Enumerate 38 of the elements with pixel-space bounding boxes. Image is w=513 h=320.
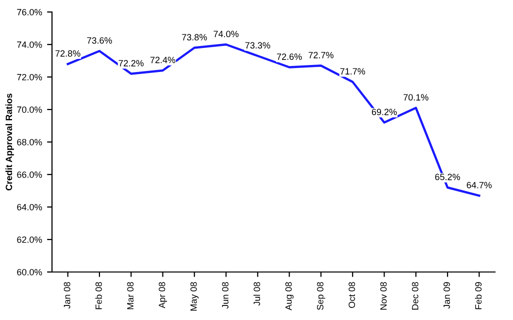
x-tick-label: Jun 08	[222, 282, 228, 309]
data-label: 70.1%	[404, 94, 428, 101]
y-tick-label: 62.0%	[17, 236, 42, 243]
x-tick-label: Dec 08	[412, 282, 418, 310]
x-tick-label: Feb 08	[95, 282, 102, 310]
data-label: 72.8%	[55, 50, 80, 57]
y-tick-label: 74.0%	[17, 41, 42, 48]
data-label: 74.0%	[214, 30, 239, 38]
y-tick-label: 72.0%	[17, 74, 42, 80]
y-axis-title: Credit Approval Ratios	[5, 94, 14, 190]
y-tick-label: 66.0%	[17, 171, 42, 178]
data-label: 73.6%	[87, 37, 112, 44]
data-label: 72.4%	[150, 56, 176, 64]
y-tick-label: 70.0%	[17, 106, 42, 113]
y-tick-label: 76.0%	[17, 8, 42, 16]
y-tick-label: 64.0%	[17, 204, 42, 210]
data-label: 65.2%	[435, 174, 460, 180]
x-tick-label: Nov 08	[380, 282, 387, 310]
x-tick-label: Apr 08	[158, 282, 167, 308]
x-tick-label: May 08	[190, 282, 199, 311]
data-label: 64.7%	[466, 182, 492, 188]
data-label: 73.3%	[245, 42, 270, 49]
x-tick-label: Jan 08	[64, 282, 70, 309]
x-tick-label: Jul 08	[253, 282, 260, 306]
data-label: 73.8%	[182, 34, 207, 40]
x-tick-label: Jan 09	[444, 282, 450, 309]
x-tick-label: Sep 08	[316, 282, 326, 310]
x-tick-label: Feb 09	[474, 282, 482, 310]
x-tick-label: Mar 08	[127, 282, 134, 310]
y-tick-label: 68.0%	[17, 138, 42, 146]
data-label: 72.7%	[308, 52, 334, 58]
data-label: 72.2%	[118, 60, 144, 66]
data-label: 72.6%	[276, 54, 302, 60]
y-tick-label: 60.0%	[17, 268, 42, 276]
data-label: 69.2%	[372, 108, 397, 116]
x-tick-label: Oct 08	[348, 282, 356, 308]
data-label: 71.7%	[340, 68, 366, 74]
x-tick-label: Aug 08	[285, 282, 294, 310]
